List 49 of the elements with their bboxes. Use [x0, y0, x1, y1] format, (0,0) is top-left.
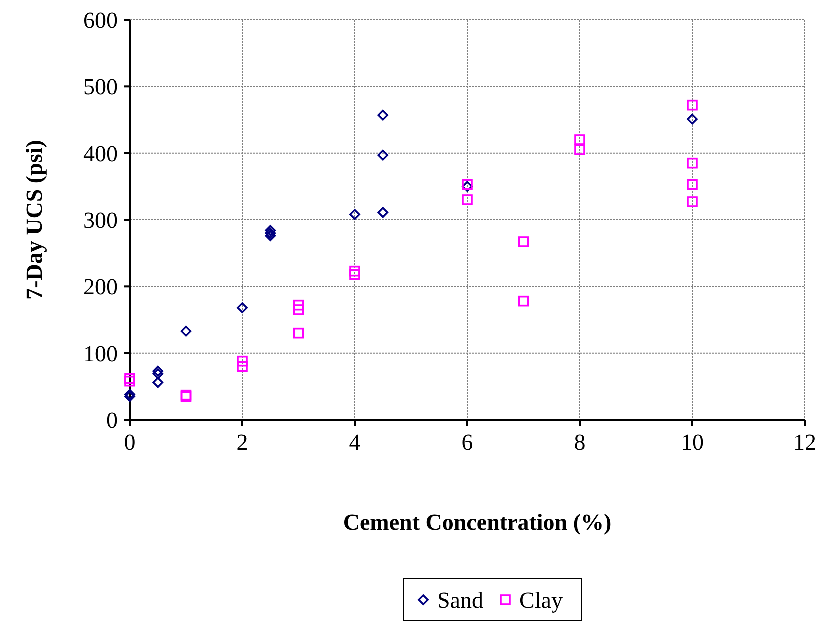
x-tick-label: 10 — [681, 430, 704, 455]
point — [293, 304, 304, 316]
point — [378, 150, 389, 161]
point — [350, 209, 360, 220]
point — [124, 376, 136, 387]
point — [518, 236, 530, 248]
y-axis-title: 7-Day UCS (psi) — [22, 140, 47, 300]
point — [265, 228, 276, 239]
x-axis-title: Cement Concentration (%) — [343, 510, 612, 535]
y-tick-label: 200 — [84, 274, 118, 300]
point — [350, 266, 360, 277]
point — [350, 269, 360, 280]
point — [265, 230, 276, 242]
point — [687, 100, 698, 111]
point — [687, 158, 698, 169]
legend-label: Clay — [520, 588, 564, 613]
point — [687, 196, 698, 208]
x-tick-label: 4 — [349, 430, 362, 455]
point — [237, 302, 248, 314]
point — [462, 194, 473, 206]
y-tick-label: 100 — [84, 341, 118, 366]
point — [687, 114, 698, 125]
y-tick-label: 500 — [84, 74, 118, 100]
x-tick-label: 2 — [236, 430, 248, 455]
y-tick-label: 0 — [106, 408, 118, 433]
point — [574, 144, 586, 156]
x-tick-label: 8 — [574, 430, 586, 455]
point — [378, 110, 389, 121]
point — [687, 179, 698, 190]
legend-label: Sand — [438, 588, 484, 613]
point — [293, 300, 304, 311]
point — [378, 207, 389, 218]
point — [574, 134, 586, 146]
x-tick-label: 12 — [794, 430, 816, 455]
y-tick-label: 300 — [84, 208, 118, 233]
point — [152, 366, 164, 377]
point — [265, 225, 276, 236]
point — [180, 326, 192, 337]
point — [152, 377, 164, 388]
y-tick-label: 600 — [84, 8, 118, 33]
point — [124, 373, 136, 384]
point — [152, 368, 164, 380]
y-tick-label: 400 — [84, 141, 118, 166]
x-tick-label: 0 — [124, 430, 136, 455]
x-tick-label: 6 — [462, 430, 474, 455]
point — [293, 328, 304, 339]
point — [237, 356, 248, 367]
point — [518, 296, 530, 307]
point — [237, 361, 248, 372]
